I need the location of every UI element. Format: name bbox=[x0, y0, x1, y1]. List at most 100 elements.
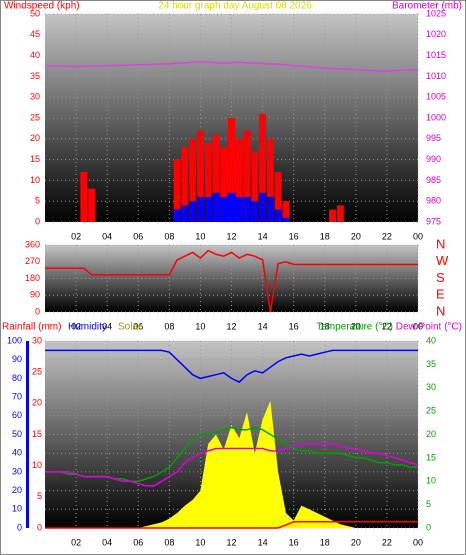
y3-tick-label: 0 bbox=[37, 522, 42, 532]
x-tick-label: 20 bbox=[351, 537, 361, 547]
line bbox=[45, 61, 418, 72]
bar bbox=[212, 134, 220, 222]
bar bbox=[181, 147, 189, 222]
x-tick-label: 16 bbox=[289, 231, 299, 241]
y2-tick-label: 15 bbox=[426, 452, 436, 462]
bar bbox=[251, 151, 259, 222]
y-tick-label: 90 bbox=[12, 354, 22, 364]
bar bbox=[212, 192, 220, 222]
y-tick-label: 360 bbox=[25, 239, 40, 249]
x-tick-label: 02 bbox=[71, 321, 81, 331]
y-axis-bar bbox=[26, 341, 29, 528]
x-tick-label: 18 bbox=[320, 231, 330, 241]
y2-tick-label: 10 bbox=[426, 476, 436, 486]
bar bbox=[251, 201, 259, 222]
y-axis-label: Windspeed (kph) bbox=[4, 1, 80, 12]
y-tick-label: 20 bbox=[30, 133, 40, 143]
bar bbox=[173, 209, 181, 222]
y-tick-label: 15 bbox=[30, 154, 40, 164]
x-tick-label: 20 bbox=[351, 231, 361, 241]
x-tick-label: 16 bbox=[289, 537, 299, 547]
y2-tick-label: 40 bbox=[426, 335, 436, 345]
y2-tick-label: 30 bbox=[426, 382, 436, 392]
x-tick-label: 00 bbox=[413, 321, 423, 331]
area bbox=[45, 400, 418, 528]
y-tick-label: 0 bbox=[35, 306, 40, 316]
y2-tick-label: 1025 bbox=[426, 8, 446, 18]
y3-tick-label: 25 bbox=[32, 367, 42, 377]
bar bbox=[181, 205, 189, 222]
y2-tick-label: 25 bbox=[426, 406, 436, 416]
y2-tick-label: 975 bbox=[426, 216, 441, 226]
bar bbox=[259, 192, 267, 222]
y2-tick-label: 5 bbox=[426, 499, 431, 509]
bar bbox=[80, 172, 88, 222]
bar bbox=[329, 209, 337, 222]
bar bbox=[196, 130, 204, 222]
y2-tick-label: 1015 bbox=[426, 50, 446, 60]
bar bbox=[259, 113, 267, 222]
y-tick-label: 50 bbox=[12, 429, 22, 439]
x-tick-label: 10 bbox=[195, 537, 205, 547]
x-tick-label: 04 bbox=[102, 537, 112, 547]
y-tick-label: 90 bbox=[30, 290, 40, 300]
x-tick-label: 14 bbox=[258, 231, 268, 241]
y2-tick-label: E bbox=[436, 287, 445, 302]
x-tick-label: 06 bbox=[133, 537, 143, 547]
y-tick-label: 40 bbox=[12, 448, 22, 458]
y-tick-label: 40 bbox=[30, 50, 40, 60]
y-tick-label: 60 bbox=[12, 410, 22, 420]
bar bbox=[274, 209, 282, 222]
x-tick-label: 06 bbox=[133, 321, 143, 331]
y-tick-label: 30 bbox=[12, 466, 22, 476]
bar bbox=[243, 197, 251, 222]
x-tick-label: 14 bbox=[258, 321, 268, 331]
bar bbox=[235, 197, 243, 222]
x-tick-label: 02 bbox=[71, 537, 81, 547]
x-tick-label: 10 bbox=[195, 321, 205, 331]
x-tick-label: 22 bbox=[382, 321, 392, 331]
bar bbox=[88, 188, 96, 222]
chart-title: 24 hour graph day August 08 2026 bbox=[158, 1, 312, 12]
legend-label: Dew Point (°C) bbox=[396, 322, 462, 333]
x-tick-label: 00 bbox=[413, 537, 423, 547]
line bbox=[45, 521, 418, 529]
x-tick-label: 08 bbox=[164, 321, 174, 331]
y2-tick-label: S bbox=[436, 270, 445, 285]
y2-tick-label: 0 bbox=[426, 522, 431, 532]
y2-tick-label: 20 bbox=[426, 429, 436, 439]
x-tick-label: 18 bbox=[320, 537, 330, 547]
y2-tick-label: 985 bbox=[426, 175, 441, 185]
bar bbox=[220, 197, 228, 222]
x-tick-label: 12 bbox=[226, 537, 236, 547]
y-tick-label: 30 bbox=[30, 92, 40, 102]
bar bbox=[266, 197, 274, 222]
x-tick-label: 12 bbox=[226, 321, 236, 331]
bar bbox=[282, 201, 290, 222]
y-tick-label: 100 bbox=[7, 335, 22, 345]
y2-tick-label: N bbox=[436, 236, 445, 251]
y2-tick-label: 1010 bbox=[426, 71, 446, 81]
legend-label: Humidity bbox=[68, 322, 107, 333]
bar bbox=[282, 217, 290, 222]
y2-tick-label: 1000 bbox=[426, 112, 446, 122]
y2-tick-label: 1020 bbox=[426, 29, 446, 39]
y2-axis-label: Barometer (mb) bbox=[392, 1, 462, 12]
bar bbox=[228, 192, 235, 222]
y2-tick-label: 990 bbox=[426, 154, 441, 164]
line bbox=[45, 443, 419, 487]
bar bbox=[204, 197, 212, 222]
legend-label: Solar bbox=[118, 322, 142, 333]
x-tick-label: 10 bbox=[195, 231, 205, 241]
x-tick-label: 22 bbox=[382, 537, 392, 547]
bar bbox=[336, 205, 344, 222]
bar bbox=[173, 159, 181, 222]
x-tick-label: 08 bbox=[164, 537, 174, 547]
bar bbox=[243, 130, 251, 222]
legend-label: Rainfall (mm) bbox=[2, 322, 61, 333]
y-tick-label: 5 bbox=[35, 196, 40, 206]
y2-tick-label: N bbox=[436, 303, 445, 318]
bar bbox=[266, 138, 274, 222]
y3-tick-label: 10 bbox=[32, 460, 42, 470]
